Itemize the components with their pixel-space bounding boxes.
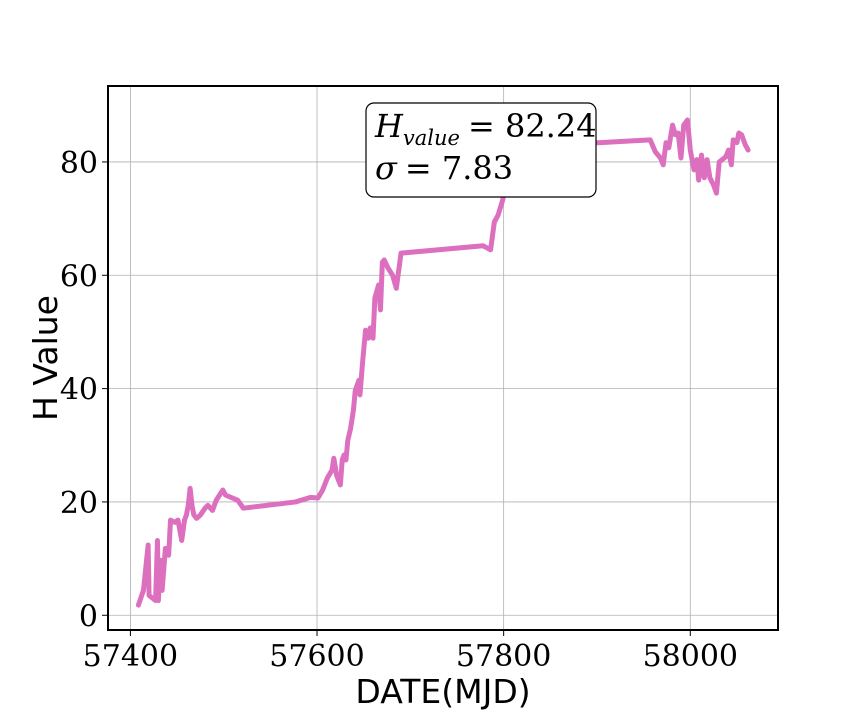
y-tick-label: 60 — [60, 259, 98, 294]
x-tick-label: 57600 — [269, 639, 364, 674]
plot-frame — [107, 85, 779, 631]
annotation-symbol: σ — [375, 149, 398, 187]
x-tick-label: 58000 — [643, 639, 738, 674]
y-tick-label: 80 — [60, 146, 98, 181]
y-tick-label: 40 — [60, 373, 98, 408]
annotation: Hvalue = 82.24 σ = 7.83 — [365, 102, 597, 198]
annotation-text: Hvalue = 82.24 — [374, 107, 597, 150]
annotation-symbol: H — [374, 107, 404, 145]
y-axis-label: H Value — [26, 295, 65, 421]
annotation-text: σ = 7.83 — [375, 149, 513, 187]
x-axis-label: DATE(MJD) — [355, 672, 530, 711]
y-tick-label: 0 — [79, 599, 98, 634]
annotation-value: = 82.24 — [468, 107, 597, 145]
annotation-subscript: value — [403, 126, 460, 150]
annotation-value: = 7.83 — [405, 149, 513, 187]
annotation-box — [365, 102, 597, 198]
x-tick-label: 57800 — [456, 639, 551, 674]
y-tick-label: 20 — [60, 486, 98, 521]
x-tick-label: 57400 — [83, 639, 178, 674]
data-line — [135, 117, 751, 608]
